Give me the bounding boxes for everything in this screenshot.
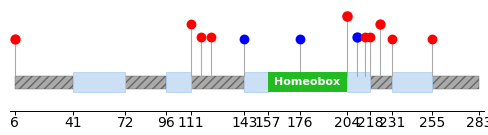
Point: [197, 36, 204, 38]
Bar: [73, 72, 125, 92]
Bar: [267, 72, 346, 92]
Bar: [190, 76, 244, 89]
Text: Homeobox: Homeobox: [274, 77, 340, 87]
Bar: [346, 72, 369, 92]
Bar: [267, 76, 346, 89]
Point: [366, 36, 373, 38]
Bar: [125, 76, 165, 89]
Bar: [244, 72, 267, 92]
Point: [186, 23, 194, 25]
Point: [375, 23, 383, 25]
Bar: [15, 76, 73, 89]
Bar: [431, 76, 478, 89]
Point: [352, 36, 360, 38]
Bar: [369, 76, 391, 89]
Point: [206, 36, 214, 38]
Point: [387, 38, 395, 40]
Bar: [391, 72, 431, 92]
Bar: [15, 76, 478, 89]
Point: [11, 38, 19, 40]
Point: [361, 36, 368, 38]
Point: [295, 38, 303, 40]
Point: [427, 38, 435, 40]
Bar: [165, 72, 190, 92]
Point: [240, 38, 248, 40]
Point: [342, 15, 350, 17]
